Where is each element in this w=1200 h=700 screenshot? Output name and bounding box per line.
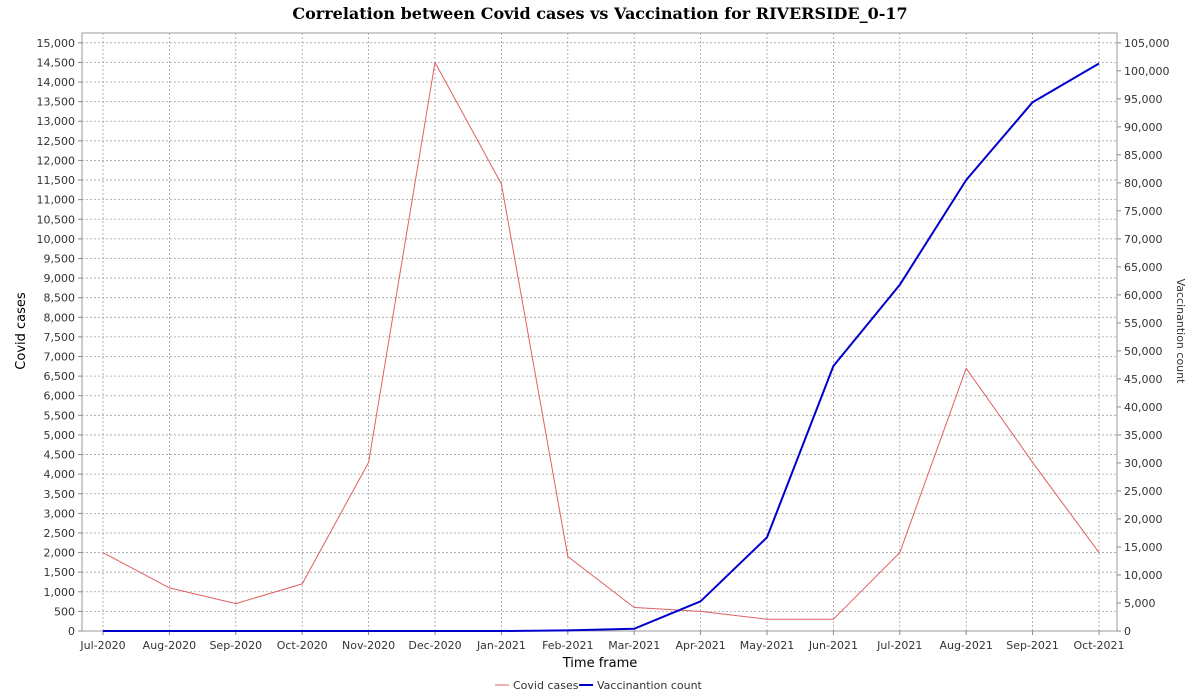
right-tick-label: 50,000	[1124, 345, 1163, 358]
left-tick-label: 9,000	[44, 272, 76, 285]
right-tick-label: 95,000	[1124, 93, 1163, 106]
left-tick-label: 10,500	[37, 213, 76, 226]
right-tick-label: 65,000	[1124, 261, 1163, 274]
right-tick-label: 105,000	[1124, 37, 1170, 50]
x-tick-label: Oct-2021	[1074, 639, 1125, 652]
right-tick-label: 55,000	[1124, 317, 1163, 330]
x-tick-label: Aug-2020	[143, 639, 196, 652]
x-tick-label: Jul-2020	[79, 639, 125, 652]
right-tick-label: 60,000	[1124, 289, 1163, 302]
chart-title: Correlation between Covid cases vs Vacci…	[292, 4, 907, 23]
left-tick-label: 8,000	[44, 311, 76, 324]
right-tick-label: 40,000	[1124, 401, 1163, 414]
left-tick-label: 500	[54, 605, 75, 618]
x-axis: Jul-2020 Aug-2020 Sep-2020 Oct-2020 Nov-2020…	[79, 631, 1124, 652]
x-tick-label: Nov-2020	[342, 639, 395, 652]
right-tick-label: 25,000	[1124, 485, 1163, 498]
right-tick-label: 85,000	[1124, 149, 1163, 162]
left-tick-label: 5,000	[44, 429, 76, 442]
series-lines	[102, 61, 1100, 632]
gridlines	[82, 33, 1117, 632]
x-tick-label: Jul-2021	[876, 639, 922, 652]
left-tick-label: 14,000	[37, 76, 76, 89]
legend: Covid cases Vaccinantion count	[495, 679, 703, 692]
left-tick-label: 11,500	[37, 174, 76, 187]
vaccination-count-line	[103, 62, 1100, 632]
x-tick-label: May-2021	[740, 639, 795, 652]
right-tick-label: 10,000	[1124, 569, 1163, 582]
left-tick-label: 10,000	[37, 233, 76, 246]
left-tick-label: 2,500	[44, 527, 76, 540]
right-axis: 0 5,000 10,000 15,000 20,000 25,000 30,000 35,0…	[1117, 37, 1170, 638]
right-tick-label: 90,000	[1124, 121, 1163, 134]
left-tick-label: 1,500	[44, 566, 76, 579]
right-tick-label: 30,000	[1124, 457, 1163, 470]
x-tick-label: Sep-2020	[209, 639, 262, 652]
right-tick-label: 20,000	[1124, 513, 1163, 526]
left-tick-label: 13,500	[37, 96, 76, 109]
left-tick-label: 0	[68, 625, 75, 638]
right-tick-label: 80,000	[1124, 177, 1163, 190]
covid-cases-line	[102, 61, 1100, 620]
x-tick-label: Jan-2021	[476, 639, 526, 652]
x-tick-label: Aug-2021	[939, 639, 992, 652]
right-tick-label: 75,000	[1124, 205, 1163, 218]
legend-label: Covid cases	[513, 679, 579, 692]
right-tick-label: 0	[1124, 625, 1131, 638]
left-tick-label: 4,000	[44, 468, 76, 481]
right-tick-label: 45,000	[1124, 373, 1163, 386]
left-tick-label: 4,500	[44, 449, 76, 462]
right-tick-label: 70,000	[1124, 233, 1163, 246]
x-tick-label: Feb-2021	[542, 639, 593, 652]
x-tick-label: Apr-2021	[675, 639, 725, 652]
right-tick-label: 100,000	[1124, 65, 1170, 78]
x-tick-label: Sep-2021	[1006, 639, 1059, 652]
left-tick-label: 11,000	[37, 194, 76, 207]
left-tick-label: 2,000	[44, 547, 76, 560]
legend-label: Vaccinantion count	[597, 679, 703, 692]
left-tick-label: 1,000	[44, 586, 76, 599]
x-tick-label: Jun-2021	[808, 639, 858, 652]
left-tick-label: 3,000	[44, 507, 76, 520]
left-tick-label: 6,500	[44, 370, 76, 383]
left-tick-label: 3,500	[44, 488, 76, 501]
right-axis-label: Vaccinantion count	[1174, 279, 1187, 385]
x-tick-label: Mar-2021	[608, 639, 660, 652]
x-axis-label: Time frame	[562, 656, 638, 671]
left-tick-label: 12,500	[37, 135, 76, 148]
left-tick-label: 5,500	[44, 409, 76, 422]
right-tick-label: 15,000	[1124, 541, 1163, 554]
left-tick-label: 12,000	[37, 154, 76, 167]
x-tick-label: Oct-2020	[277, 639, 328, 652]
left-tick-label: 7,000	[44, 351, 76, 364]
left-tick-label: 15,000	[37, 37, 76, 50]
left-tick-label: 13,000	[37, 115, 76, 128]
left-axis: 0 500 1,000 1,500 2,000 2,500 3,000 3,500 4,000 4…	[37, 37, 82, 638]
plot-area	[81, 32, 1118, 632]
right-tick-label: 5,000	[1124, 597, 1156, 610]
left-tick-label: 9,500	[44, 252, 76, 265]
left-tick-label: 14,500	[37, 56, 76, 69]
left-tick-label: 8,500	[44, 292, 76, 305]
right-tick-label: 35,000	[1124, 429, 1163, 442]
left-axis-label: Covid cases	[14, 292, 29, 370]
left-tick-label: 7,500	[44, 331, 76, 344]
left-tick-label: 6,000	[44, 390, 76, 403]
x-tick-label: Dec-2020	[408, 639, 461, 652]
